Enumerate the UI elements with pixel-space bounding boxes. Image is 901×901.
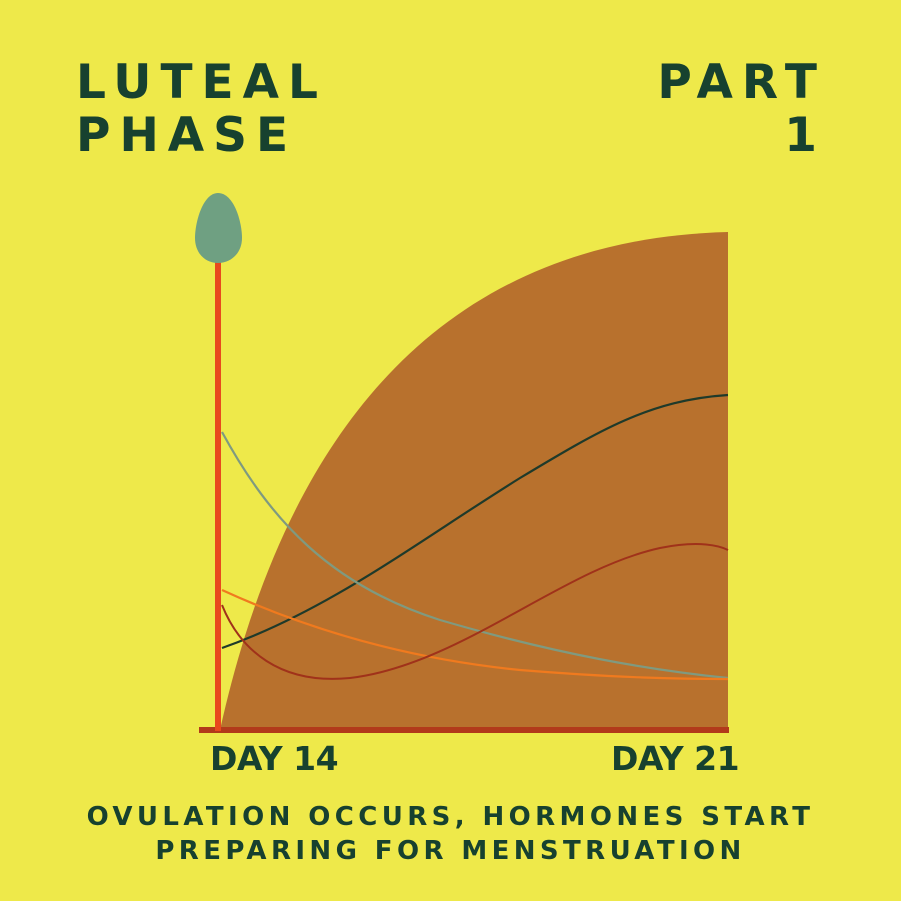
uterine-lining-area — [220, 232, 728, 730]
axis-label-end: DAY 21 — [611, 739, 740, 778]
title-line-2: PHASE — [76, 108, 298, 163]
hormone-curve-orange — [221, 589, 729, 681]
title-part: PART 1 — [657, 56, 826, 162]
part-line-1: PART — [657, 55, 826, 110]
caption-line-2: PREPARING FOR MENSTRUATION — [155, 836, 746, 866]
baseline — [199, 727, 729, 733]
hormone-curve-dark — [221, 393, 729, 650]
hormone-curve-red — [221, 543, 729, 680]
axis-label-start: DAY 14 — [210, 739, 339, 778]
hormone-curve-sage — [221, 431, 729, 680]
title-luteal-phase: LUTEAL PHASE — [76, 56, 327, 162]
ovulation-marker-line — [215, 250, 221, 731]
caption-line-1: OVULATION OCCURS, HORMONES START — [86, 802, 815, 832]
part-line-2: 1 — [784, 108, 826, 163]
caption: OVULATION OCCURS, HORMONES START PREPARI… — [0, 800, 901, 868]
title-line-1: LUTEAL — [76, 55, 327, 110]
egg-icon — [195, 193, 242, 263]
